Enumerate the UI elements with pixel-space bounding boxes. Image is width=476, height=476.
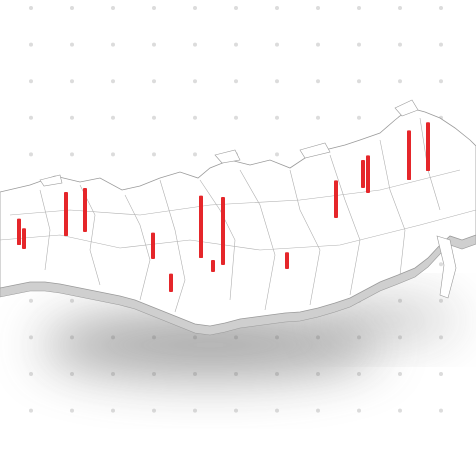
grid-dot bbox=[275, 152, 279, 157]
grid-dot bbox=[29, 152, 33, 157]
grid-dot bbox=[275, 6, 279, 10]
grid-dot bbox=[111, 79, 115, 84]
grid-dot bbox=[234, 42, 238, 47]
grid-dot bbox=[398, 42, 402, 47]
grid-dot bbox=[193, 115, 197, 120]
marker-bar bbox=[366, 155, 370, 193]
grid-dot bbox=[152, 408, 156, 413]
marker-bar bbox=[199, 195, 203, 258]
grid-dot bbox=[193, 79, 197, 84]
grid-dot bbox=[70, 79, 74, 84]
grid-dot bbox=[316, 115, 320, 120]
grid-dot bbox=[316, 408, 320, 413]
grid-dot bbox=[193, 152, 197, 157]
marker-bar bbox=[426, 122, 430, 171]
marker-bar bbox=[64, 192, 68, 236]
grid-dot bbox=[152, 152, 156, 157]
grid-dot bbox=[193, 42, 197, 47]
marker-layer bbox=[17, 122, 430, 292]
grid-dot bbox=[439, 262, 443, 267]
map-shadow-east bbox=[320, 302, 460, 338]
grid-dot bbox=[439, 372, 443, 376]
grid-dot bbox=[152, 6, 156, 10]
grid-dot bbox=[439, 42, 443, 47]
grid-dot bbox=[316, 42, 320, 47]
grid-dot bbox=[439, 408, 443, 413]
grid-dot bbox=[439, 298, 443, 303]
grid-dot bbox=[316, 79, 320, 84]
marker-bar bbox=[407, 130, 411, 180]
grid-dot bbox=[29, 372, 33, 376]
grid-dot bbox=[29, 6, 33, 10]
grid-dot bbox=[357, 6, 361, 10]
grid-dot bbox=[234, 408, 238, 413]
grid-dot bbox=[398, 79, 402, 84]
marker-bar bbox=[83, 188, 87, 232]
grid-dot bbox=[111, 408, 115, 413]
grid-dot bbox=[111, 152, 115, 157]
marker-bar bbox=[211, 260, 215, 272]
grid-dot bbox=[70, 298, 74, 303]
marker-bar bbox=[285, 252, 289, 269]
grid-dot bbox=[398, 6, 402, 10]
grid-dot bbox=[357, 115, 361, 120]
grid-dot bbox=[29, 115, 33, 120]
marker-bar bbox=[361, 160, 365, 188]
grid-dot bbox=[29, 42, 33, 47]
grid-dot bbox=[29, 408, 33, 413]
grid-dot bbox=[275, 42, 279, 47]
grid-dot bbox=[234, 79, 238, 84]
marker-bar bbox=[334, 180, 338, 218]
grid-dot bbox=[111, 42, 115, 47]
grid-dot bbox=[152, 79, 156, 84]
grid-dot bbox=[275, 408, 279, 413]
grid-dot bbox=[316, 372, 320, 376]
grid-dot bbox=[193, 408, 197, 413]
land-surface bbox=[0, 99, 476, 327]
grid-dot bbox=[70, 372, 74, 376]
marker-bar bbox=[169, 273, 173, 292]
grid-dot bbox=[29, 298, 33, 303]
grid-dot bbox=[357, 42, 361, 47]
grid-dot bbox=[357, 372, 361, 376]
grid-dot bbox=[70, 115, 74, 120]
grid-dot bbox=[29, 79, 33, 84]
grid-dot bbox=[234, 115, 238, 120]
grid-dot bbox=[70, 152, 74, 157]
grid-dot bbox=[357, 79, 361, 84]
grid-dot bbox=[398, 372, 402, 376]
islands bbox=[39, 99, 457, 299]
grid-dot bbox=[439, 335, 443, 340]
grid-dot bbox=[70, 408, 74, 413]
grid-dot bbox=[234, 6, 238, 10]
map-shadow bbox=[40, 313, 380, 377]
marker-bar bbox=[151, 232, 155, 259]
grid-dot bbox=[316, 6, 320, 10]
grid-dot bbox=[439, 6, 443, 10]
marker-bar bbox=[221, 197, 225, 265]
grid-dot bbox=[111, 372, 115, 376]
grid-dot bbox=[398, 298, 402, 303]
grid-dot bbox=[275, 79, 279, 84]
grid-dot bbox=[29, 335, 33, 340]
marker-bar bbox=[22, 228, 26, 249]
grid-dot bbox=[357, 408, 361, 413]
grid-dot bbox=[439, 79, 443, 84]
grid-dot bbox=[193, 6, 197, 10]
grid-dot bbox=[152, 42, 156, 47]
grid-dot bbox=[70, 6, 74, 10]
grid-dot bbox=[275, 115, 279, 120]
grid-dot bbox=[70, 42, 74, 47]
grid-dot bbox=[398, 408, 402, 413]
grid-dot bbox=[111, 6, 115, 10]
marker-bar bbox=[17, 222, 21, 245]
grid-dot bbox=[152, 115, 156, 120]
grid-dot bbox=[111, 115, 115, 120]
